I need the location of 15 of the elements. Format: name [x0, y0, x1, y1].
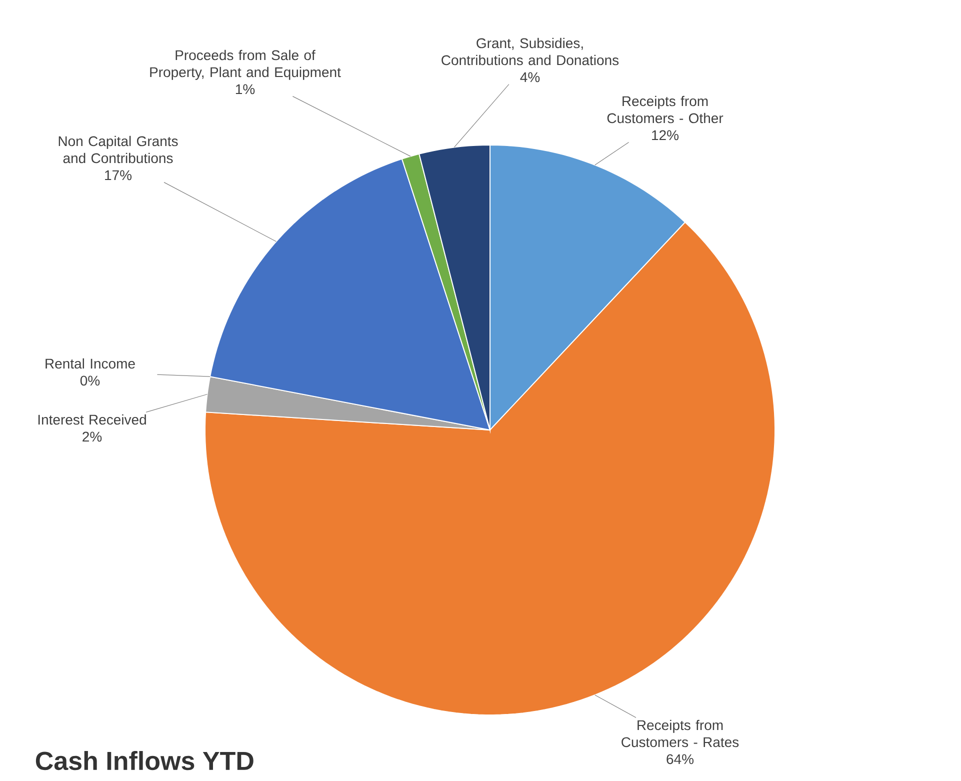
data-label: 4%	[520, 72, 540, 82]
data-label: 12%	[652, 130, 679, 140]
slice-label: Receipts from Customers - Rates	[622, 720, 739, 748]
data-label: 2%	[82, 432, 102, 442]
text: Cash Inflows YTD	[36, 751, 254, 770]
slice-label: Interest Received	[38, 414, 146, 425]
slice-label: Non Capital Grants and Contributions	[58, 136, 178, 164]
slice-label: Receipts from Customers - Other	[607, 96, 724, 124]
data-label: 64%	[666, 754, 694, 764]
data-label: 1%	[236, 84, 255, 94]
slice-label: Proceeds from Sale of Property, Plant and Equipment	[150, 50, 341, 80]
slice-label: Grant, Subsidies, Contributions and Donations	[442, 38, 619, 66]
category-label: Rental Income	[46, 358, 135, 369]
data-label: 17%	[105, 170, 132, 180]
text: 0%	[80, 376, 100, 386]
